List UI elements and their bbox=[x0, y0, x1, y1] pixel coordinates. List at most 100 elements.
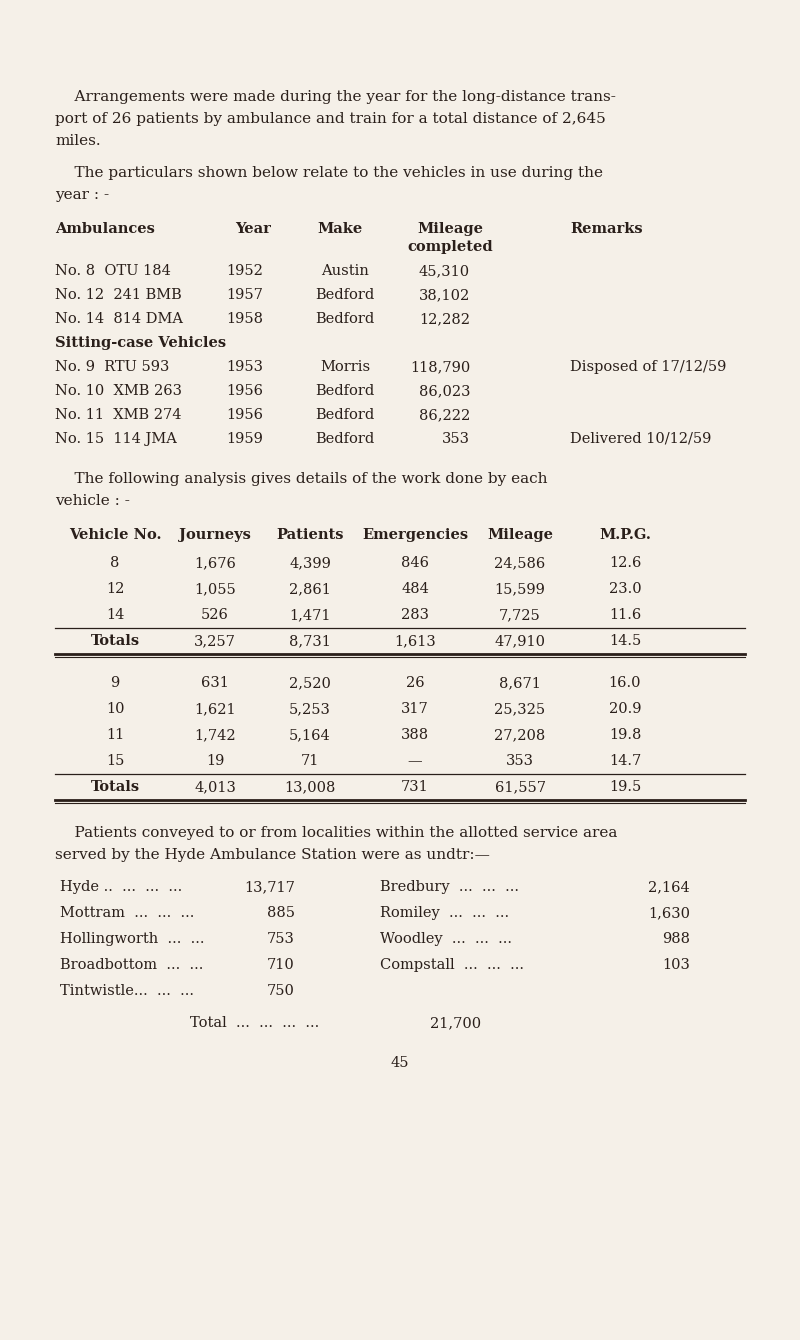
Text: Morris: Morris bbox=[320, 360, 370, 374]
Text: Bedford: Bedford bbox=[315, 312, 374, 326]
Text: 13,008: 13,008 bbox=[284, 780, 336, 795]
Text: 8: 8 bbox=[110, 556, 120, 570]
Text: No. 8  OTU 184: No. 8 OTU 184 bbox=[55, 264, 171, 277]
Text: 885: 885 bbox=[267, 906, 295, 921]
Text: Tintwistle...  ...  ...: Tintwistle... ... ... bbox=[60, 984, 194, 998]
Text: 2,861: 2,861 bbox=[289, 582, 331, 596]
Text: Arrangements were made during the year for the long-distance trans-: Arrangements were made during the year f… bbox=[55, 90, 616, 105]
Text: 1953: 1953 bbox=[226, 360, 263, 374]
Text: Vehicle No.: Vehicle No. bbox=[69, 528, 162, 541]
Text: 1959: 1959 bbox=[226, 431, 263, 446]
Text: 1957: 1957 bbox=[226, 288, 263, 302]
Text: No. 10  XMB 263: No. 10 XMB 263 bbox=[55, 385, 182, 398]
Text: Bedford: Bedford bbox=[315, 431, 374, 446]
Text: Hyde ..  ...  ...  ...: Hyde .. ... ... ... bbox=[60, 880, 182, 894]
Text: Compstall  ...  ...  ...: Compstall ... ... ... bbox=[380, 958, 524, 971]
Text: 19.5: 19.5 bbox=[609, 780, 641, 795]
Text: Total  ...  ...  ...  ...: Total ... ... ... ... bbox=[190, 1016, 319, 1030]
Text: No. 9  RTU 593: No. 9 RTU 593 bbox=[55, 360, 170, 374]
Text: Bedford: Bedford bbox=[315, 288, 374, 302]
Text: No. 15  114 JMA: No. 15 114 JMA bbox=[55, 431, 177, 446]
Text: 1956: 1956 bbox=[226, 407, 263, 422]
Text: Emergencies: Emergencies bbox=[362, 528, 468, 541]
Text: Disposed of 17/12/59: Disposed of 17/12/59 bbox=[570, 360, 726, 374]
Text: 103: 103 bbox=[662, 958, 690, 971]
Text: Make: Make bbox=[318, 222, 362, 236]
Text: 10: 10 bbox=[106, 702, 124, 716]
Text: 710: 710 bbox=[267, 958, 295, 971]
Text: 11: 11 bbox=[106, 728, 124, 742]
Text: 118,790: 118,790 bbox=[410, 360, 470, 374]
Text: 14: 14 bbox=[106, 608, 124, 622]
Text: 1958: 1958 bbox=[226, 312, 263, 326]
Text: 846: 846 bbox=[401, 556, 429, 570]
Text: 7,725: 7,725 bbox=[499, 608, 541, 622]
Text: 19.8: 19.8 bbox=[609, 728, 641, 742]
Text: 5,164: 5,164 bbox=[289, 728, 331, 742]
Text: 15: 15 bbox=[106, 754, 124, 768]
Text: 61,557: 61,557 bbox=[494, 780, 546, 795]
Text: 27,208: 27,208 bbox=[494, 728, 546, 742]
Text: 750: 750 bbox=[267, 984, 295, 998]
Text: Woodley  ...  ...  ...: Woodley ... ... ... bbox=[380, 933, 512, 946]
Text: 1,621: 1,621 bbox=[194, 702, 236, 716]
Text: 1952: 1952 bbox=[226, 264, 263, 277]
Text: 1,742: 1,742 bbox=[194, 728, 236, 742]
Text: 16.0: 16.0 bbox=[609, 675, 642, 690]
Text: 1,676: 1,676 bbox=[194, 556, 236, 570]
Text: No. 14  814 DMA: No. 14 814 DMA bbox=[55, 312, 183, 326]
Text: 631: 631 bbox=[201, 675, 229, 690]
Text: 317: 317 bbox=[401, 702, 429, 716]
Text: 388: 388 bbox=[401, 728, 429, 742]
Text: 4,013: 4,013 bbox=[194, 780, 236, 795]
Text: 20.9: 20.9 bbox=[609, 702, 642, 716]
Text: Bedford: Bedford bbox=[315, 385, 374, 398]
Text: 353: 353 bbox=[442, 431, 470, 446]
Text: Mileage: Mileage bbox=[487, 528, 553, 541]
Text: Year: Year bbox=[235, 222, 271, 236]
Text: No. 12  241 BMB: No. 12 241 BMB bbox=[55, 288, 182, 302]
Text: 2,164: 2,164 bbox=[648, 880, 690, 894]
Text: 45,310: 45,310 bbox=[419, 264, 470, 277]
Text: 14.7: 14.7 bbox=[609, 754, 641, 768]
Text: 23.0: 23.0 bbox=[609, 582, 642, 596]
Text: 12,282: 12,282 bbox=[419, 312, 470, 326]
Text: Austin: Austin bbox=[321, 264, 369, 277]
Text: Totals: Totals bbox=[90, 780, 139, 795]
Text: 9: 9 bbox=[110, 675, 120, 690]
Text: 21,700: 21,700 bbox=[430, 1016, 481, 1030]
Text: The particulars shown below relate to the vehicles in use during the: The particulars shown below relate to th… bbox=[55, 166, 603, 180]
Text: Bedford: Bedford bbox=[315, 407, 374, 422]
Text: year : -: year : - bbox=[55, 188, 109, 202]
Text: Delivered 10/12/59: Delivered 10/12/59 bbox=[570, 431, 711, 446]
Text: miles.: miles. bbox=[55, 134, 101, 147]
Text: 353: 353 bbox=[506, 754, 534, 768]
Text: 86,023: 86,023 bbox=[418, 385, 470, 398]
Text: vehicle : -: vehicle : - bbox=[55, 494, 130, 508]
Text: 25,325: 25,325 bbox=[494, 702, 546, 716]
Text: 71: 71 bbox=[301, 754, 319, 768]
Text: 5,253: 5,253 bbox=[289, 702, 331, 716]
Text: 988: 988 bbox=[662, 933, 690, 946]
Text: 13,717: 13,717 bbox=[244, 880, 295, 894]
Text: Bredbury  ...  ...  ...: Bredbury ... ... ... bbox=[380, 880, 519, 894]
Text: 753: 753 bbox=[267, 933, 295, 946]
Text: Mileage: Mileage bbox=[417, 222, 483, 236]
Text: Patients conveyed to or from localities within the allotted service area: Patients conveyed to or from localities … bbox=[55, 825, 618, 840]
Text: Patients: Patients bbox=[276, 528, 344, 541]
Text: 19: 19 bbox=[206, 754, 224, 768]
Text: 45: 45 bbox=[390, 1056, 410, 1071]
Text: completed: completed bbox=[407, 240, 493, 255]
Text: 8,671: 8,671 bbox=[499, 675, 541, 690]
Text: 3,257: 3,257 bbox=[194, 634, 236, 649]
Text: 12: 12 bbox=[106, 582, 124, 596]
Text: 11.6: 11.6 bbox=[609, 608, 641, 622]
Text: 526: 526 bbox=[201, 608, 229, 622]
Text: 731: 731 bbox=[401, 780, 429, 795]
Text: Totals: Totals bbox=[90, 634, 139, 649]
Text: M.P.G.: M.P.G. bbox=[599, 528, 651, 541]
Text: 2,520: 2,520 bbox=[289, 675, 331, 690]
Text: 283: 283 bbox=[401, 608, 429, 622]
Text: The following analysis gives details of the work done by each: The following analysis gives details of … bbox=[55, 472, 547, 486]
Text: Broadbottom  ...  ...: Broadbottom ... ... bbox=[60, 958, 203, 971]
